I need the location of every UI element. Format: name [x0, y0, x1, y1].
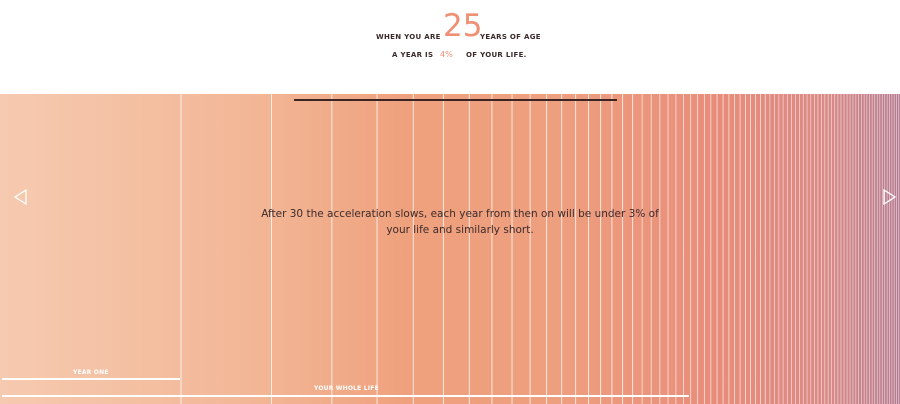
year-dividers [180, 94, 900, 404]
year-fraction-intro-text: A YEAR IS [392, 51, 434, 59]
previous-button[interactable] [12, 187, 28, 207]
age-intro-text: WHEN YOU ARE [376, 33, 441, 41]
years-strip-graphic [0, 94, 900, 404]
header: WHEN YOU ARE 25 YEARS OF AGE A YEAR IS 4… [0, 0, 900, 94]
whole-life-label: YOUR WHOLE LIFE [314, 385, 379, 392]
current-age-marker [294, 99, 617, 101]
year-one-label: YEAR ONE [73, 369, 109, 376]
age-suffix-text: YEARS OF AGE [480, 33, 541, 41]
year-one-bar [2, 378, 180, 380]
triangle-right-outline-icon [883, 188, 897, 206]
caption-text: After 30 the acceleration slows, each ye… [261, 208, 659, 236]
years-strip [0, 94, 900, 404]
next-button[interactable] [882, 187, 898, 207]
triangle-left-outline-icon [13, 188, 27, 206]
age-value: 25 [443, 8, 483, 44]
strip-background [0, 94, 900, 404]
year-percent-value: 4% [440, 50, 453, 59]
whole-life-bar [2, 395, 689, 397]
year-fraction-suffix-text: OF YOUR LIFE. [466, 51, 527, 59]
